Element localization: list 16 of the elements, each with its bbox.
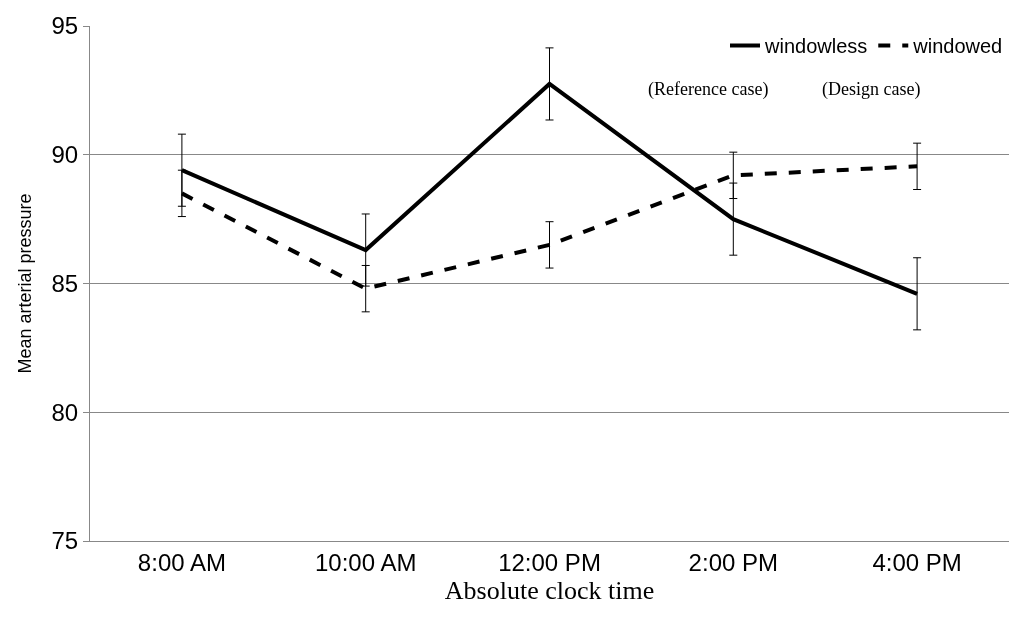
annotation: (Design case) — [822, 79, 921, 100]
y-tick-label: 85 — [51, 269, 79, 297]
y-tick-label: 90 — [51, 141, 79, 169]
legend-label: windowed — [912, 35, 1003, 58]
y-tick-label: 95 — [51, 12, 79, 40]
y-axis-title: Mean arterial pressure — [14, 193, 35, 374]
x-tick-label: 10:00 AM — [315, 548, 417, 576]
y-tick-label: 80 — [51, 398, 79, 426]
annotation: (Reference case) — [648, 79, 769, 100]
x-tick-label: 12:00 PM — [498, 548, 601, 576]
legend-label: windowless — [764, 35, 868, 58]
x-axis-title: Absolute clock time — [444, 575, 655, 605]
x-tick-label: 4:00 PM — [872, 548, 962, 576]
x-tick-label: 8:00 AM — [137, 548, 226, 576]
y-tick-label: 75 — [51, 527, 79, 555]
x-tick-label: 2:00 PM — [688, 548, 778, 576]
